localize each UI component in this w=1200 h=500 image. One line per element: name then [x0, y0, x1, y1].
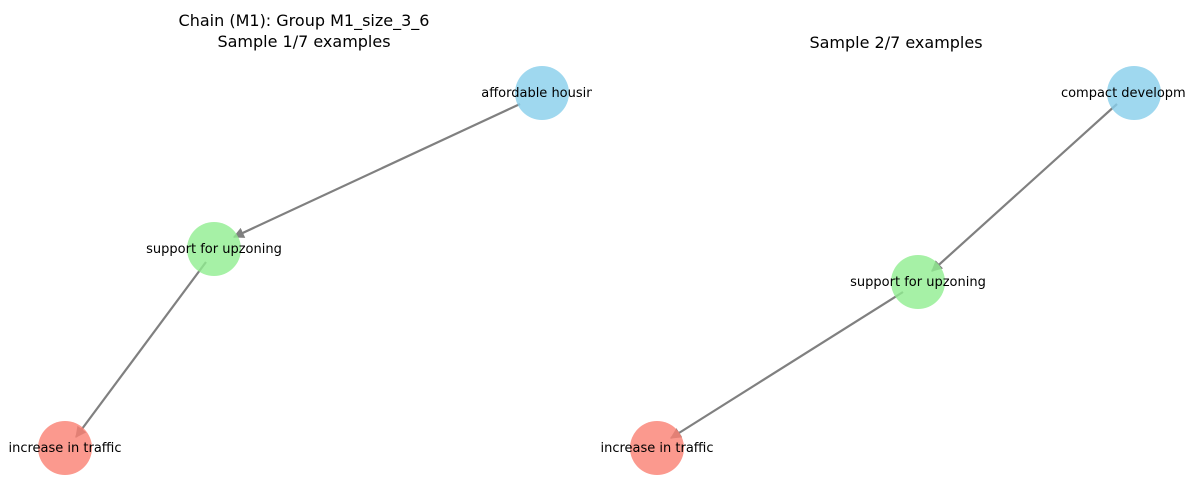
edge-affordable-housing-to-upzoning [233, 103, 521, 238]
node-affordable-housing [515, 66, 569, 120]
node-increase-in-traffic-2 [630, 421, 684, 475]
panel-1-title-line2: Sample 1/7 examples [217, 32, 391, 51]
panel-1-graph: affordable housing support for upzoning … [8, 66, 603, 475]
panel-1-title: Chain (M1): Group M1_size_3_6 Sample 1/7… [154, 10, 454, 52]
node-support-for-upzoning [187, 222, 241, 276]
node-label-compact-development: compact development [1061, 86, 1200, 101]
panel-2-title: Sample 2/7 examples [746, 32, 1046, 53]
edge-upzoning-to-traffic [75, 261, 207, 438]
node-increase-in-traffic [38, 421, 92, 475]
panel-2-title-line2: Sample 2/7 examples [809, 33, 983, 52]
node-support-for-upzoning-2 [891, 255, 945, 309]
node-label-support-for-upzoning: support for upzoning [146, 242, 282, 257]
node-compact-development [1107, 66, 1161, 120]
node-label-affordable-housing: affordable housing [481, 86, 603, 101]
edge-compact-development-to-upzoning [931, 103, 1118, 272]
edge-upzoning-to-traffic-2 [670, 291, 904, 439]
panel-2-graph: compact development support for upzoning… [600, 66, 1200, 475]
node-label-increase-in-traffic-2: increase in traffic [600, 441, 713, 456]
node-label-support-for-upzoning-2: support for upzoning [850, 275, 986, 290]
node-label-increase-in-traffic: increase in traffic [8, 441, 121, 456]
panel-1-title-line1: Chain (M1): Group M1_size_3_6 [178, 11, 430, 30]
